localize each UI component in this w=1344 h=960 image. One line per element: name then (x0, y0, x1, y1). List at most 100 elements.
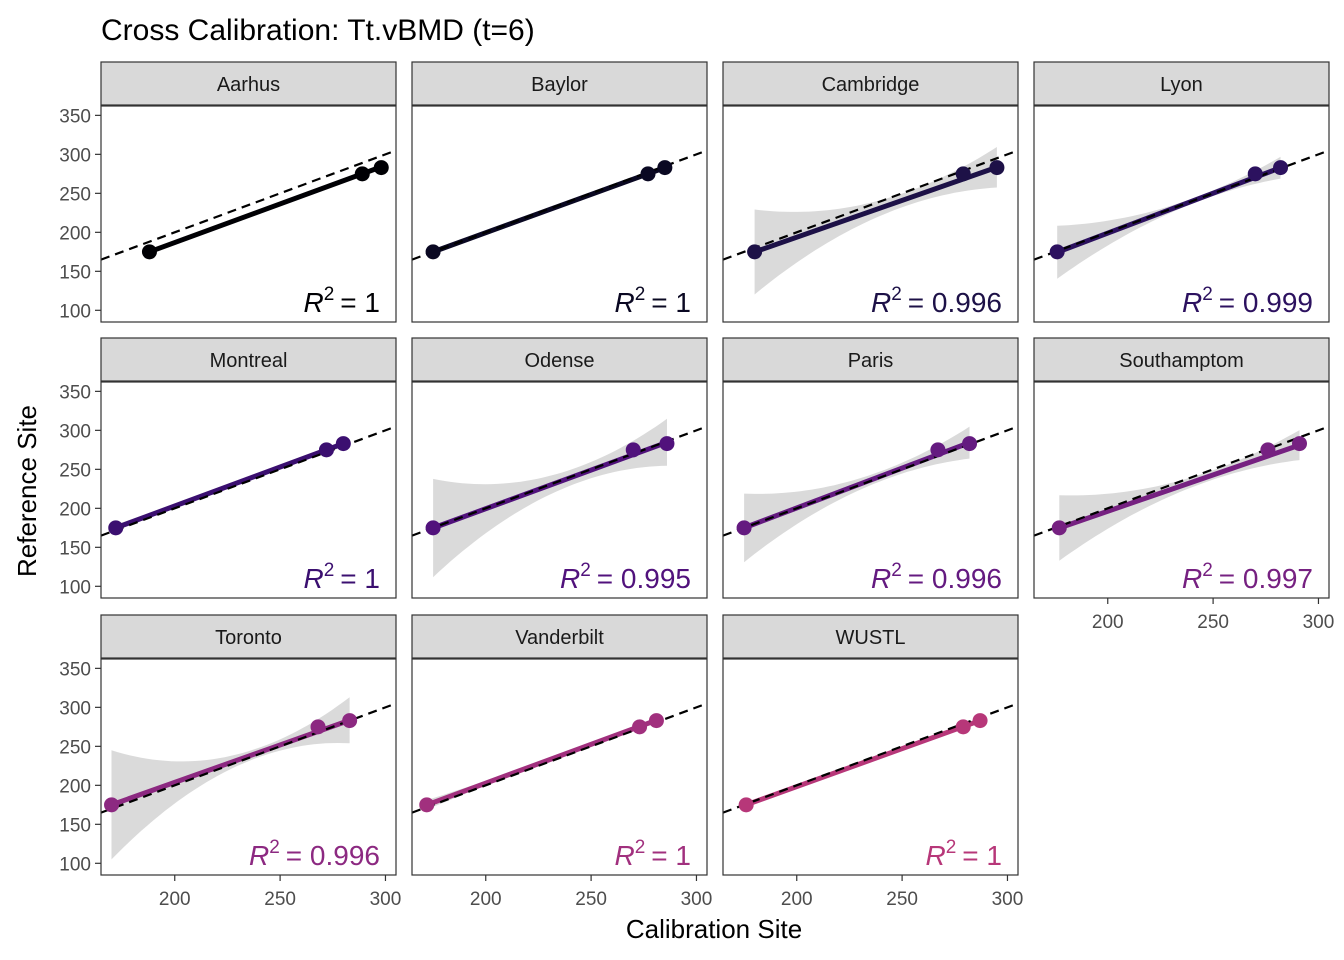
facet-panel-odense: Odense R2 = 0.995 (411, 337, 708, 599)
chart-title: Cross Calibration: Tt.vBMD (t=6) (101, 14, 535, 47)
r-squared-label: R2 = 1 (614, 837, 691, 871)
data-point (972, 713, 988, 729)
facet-strip (411, 337, 708, 382)
x-tick-label: 300 (1303, 612, 1335, 633)
facet-strip (722, 614, 1019, 659)
r-squared-label: R2 = 1 (614, 284, 691, 318)
data-point (425, 520, 441, 536)
fit-line (1058, 442, 1301, 531)
data-point (1292, 436, 1307, 452)
x-axis-title: Calibration Site (626, 914, 802, 944)
y-tick-label: 150 (59, 262, 91, 283)
facet-label: Montreal (210, 350, 288, 372)
panel-background (723, 382, 1018, 598)
facet-panel-baylor: Baylor R2 = 1 (411, 61, 708, 323)
panel-background (101, 382, 396, 598)
y-tick-label: 300 (59, 698, 91, 719)
facet-panel-paris: Paris R2 = 0.996 (722, 337, 1019, 599)
r-squared-label: R2 = 0.996 (871, 560, 1002, 594)
facet-panel-wustl: WUSTL R2 = 1 200 250 300 (722, 614, 1023, 910)
y-tick-label: 200 (59, 776, 91, 797)
facet-strip (100, 337, 397, 382)
confidence-band (754, 147, 997, 295)
data-point (1273, 160, 1289, 176)
data-point (419, 797, 435, 813)
panel-background (412, 659, 707, 875)
y-tick-label: 100 (59, 577, 91, 598)
fit-line (110, 717, 351, 808)
x-tick-label: 200 (1092, 612, 1124, 633)
panel-border (411, 381, 708, 599)
facet-strip (722, 337, 1019, 382)
facet-strip (411, 614, 708, 659)
facet-strip (722, 61, 1019, 106)
data-point (141, 244, 157, 260)
data-point (1051, 520, 1067, 536)
y-tick-label: 300 (59, 421, 91, 442)
panel-border (100, 658, 397, 876)
r-squared-label: R2 = 0.996 (249, 837, 380, 871)
x-tick-label: 200 (159, 889, 191, 910)
panel-border (411, 658, 708, 876)
facet-strip (100, 614, 397, 659)
data-point (335, 436, 351, 452)
identity-line (723, 149, 1018, 261)
panel-border (411, 105, 708, 323)
y-tick-label: 150 (59, 538, 91, 559)
data-point (640, 166, 656, 182)
y-tick-label: 350 (59, 382, 91, 403)
facet-label: Paris (848, 350, 894, 372)
panel-border (722, 658, 1019, 876)
data-point (659, 436, 675, 452)
y-tick-label: 300 (59, 145, 91, 166)
y-tick-label: 200 (59, 499, 91, 520)
fit-line (148, 164, 383, 255)
y-tick-label: 250 (59, 460, 91, 481)
x-tick-label: 250 (886, 889, 918, 910)
facet-panels: Aarhus R2 = 1 100 150 200 250 300 350 Baylor R2 = 1… (59, 61, 1335, 910)
y-tick-label: 350 (59, 106, 91, 127)
y-tick-label: 100 (59, 301, 91, 322)
r-squared-label: R2 = 1 (925, 837, 1002, 871)
facet-panel-vanderbilt: Vanderbilt R2 = 1 200 250 300 (411, 614, 713, 910)
facet-label: Vanderbilt (515, 627, 604, 649)
facet-label: Lyon (1160, 74, 1203, 96)
facet-panel-aarhus: Aarhus R2 = 1 100 150 200 250 300 350 (59, 61, 397, 323)
x-tick-label: 300 (681, 889, 713, 910)
x-tick-label: 250 (575, 889, 607, 910)
fit-line (425, 717, 658, 808)
data-point (625, 442, 641, 458)
y-tick-label: 200 (59, 223, 91, 244)
facet-label: Southamptom (1119, 350, 1244, 372)
facet-panel-montreal: Montreal R2 = 1 100 150 200 250 300 350 (59, 337, 397, 599)
identity-line (101, 149, 396, 261)
confidence-band (744, 426, 970, 563)
y-tick-label: 100 (59, 854, 91, 875)
data-point (648, 713, 664, 729)
facet-strip (1033, 61, 1330, 106)
r-squared-label: R2 = 1 (303, 560, 380, 594)
data-point (736, 520, 752, 536)
data-point (747, 244, 763, 260)
x-tick-label: 200 (470, 889, 502, 910)
facet-label: Cambridge (822, 74, 920, 96)
data-point (310, 719, 326, 735)
r-squared-label: R2 = 0.995 (560, 560, 691, 594)
data-point (1247, 166, 1263, 182)
facet-label: WUSTL (836, 627, 906, 649)
x-tick-label: 200 (781, 889, 813, 910)
facet-label: Toronto (215, 627, 282, 649)
data-point (657, 160, 673, 176)
data-point (1260, 442, 1276, 458)
data-point (318, 442, 334, 458)
data-point (962, 436, 978, 452)
facet-panel-southamptom: Southamptom R2 = 0.997 200 250 300 (1033, 337, 1335, 633)
x-tick-label: 300 (370, 889, 402, 910)
y-tick-label: 250 (59, 737, 91, 758)
panel-border (722, 381, 1019, 599)
facet-strip (100, 61, 397, 106)
data-point (955, 719, 971, 735)
data-point (373, 160, 389, 176)
r-squared-label: R2 = 0.999 (1182, 284, 1313, 318)
